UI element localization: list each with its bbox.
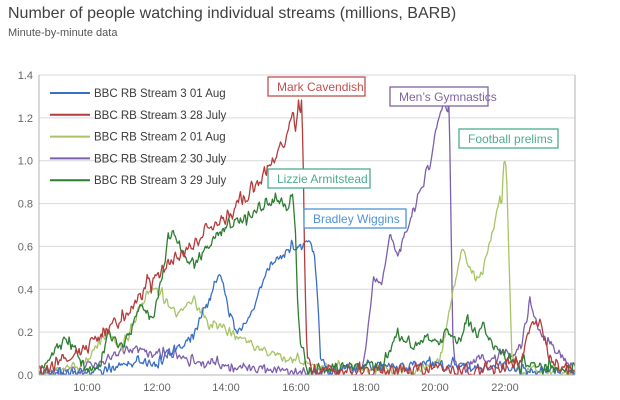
svg-text:Men’s Gymnastics: Men’s Gymnastics [399, 90, 497, 104]
svg-text:12:00: 12:00 [143, 382, 171, 394]
svg-text:Mark Cavendish: Mark Cavendish [277, 80, 364, 94]
svg-text:BBC RB Stream 2 30 July: BBC RB Stream 2 30 July [94, 153, 227, 165]
svg-text:0.6: 0.6 [18, 241, 33, 253]
svg-text:10:00: 10:00 [73, 382, 101, 394]
svg-text:22:00: 22:00 [491, 382, 519, 394]
svg-text:BBC RB Stream 3 01 Aug: BBC RB Stream 3 01 Aug [94, 88, 226, 100]
svg-text:Bradley Wiggins: Bradley Wiggins [313, 212, 400, 226]
svg-text:1.4: 1.4 [18, 70, 33, 82]
svg-text:0.8: 0.8 [18, 199, 33, 211]
svg-text:Football prelims: Football prelims [468, 132, 553, 146]
svg-text:BBC RB Stream 3 29 July: BBC RB Stream 3 29 July [94, 175, 227, 187]
svg-text:14:00: 14:00 [212, 382, 240, 394]
svg-text:BBC RB Stream 2 01 Aug: BBC RB Stream 2 01 Aug [94, 132, 226, 144]
svg-text:0.4: 0.4 [18, 284, 33, 296]
svg-text:0.0: 0.0 [18, 370, 33, 382]
svg-text:20:00: 20:00 [421, 382, 449, 394]
svg-text:1.2: 1.2 [18, 113, 33, 125]
svg-text:Lizzie Armitstead: Lizzie Armitstead [277, 172, 368, 186]
svg-text:16:00: 16:00 [282, 382, 310, 394]
svg-text:BBC RB Stream 3 28 July: BBC RB Stream 3 28 July [94, 110, 227, 122]
svg-text:0.2: 0.2 [18, 327, 33, 339]
svg-text:1.0: 1.0 [18, 156, 33, 168]
svg-text:18:00: 18:00 [352, 382, 380, 394]
